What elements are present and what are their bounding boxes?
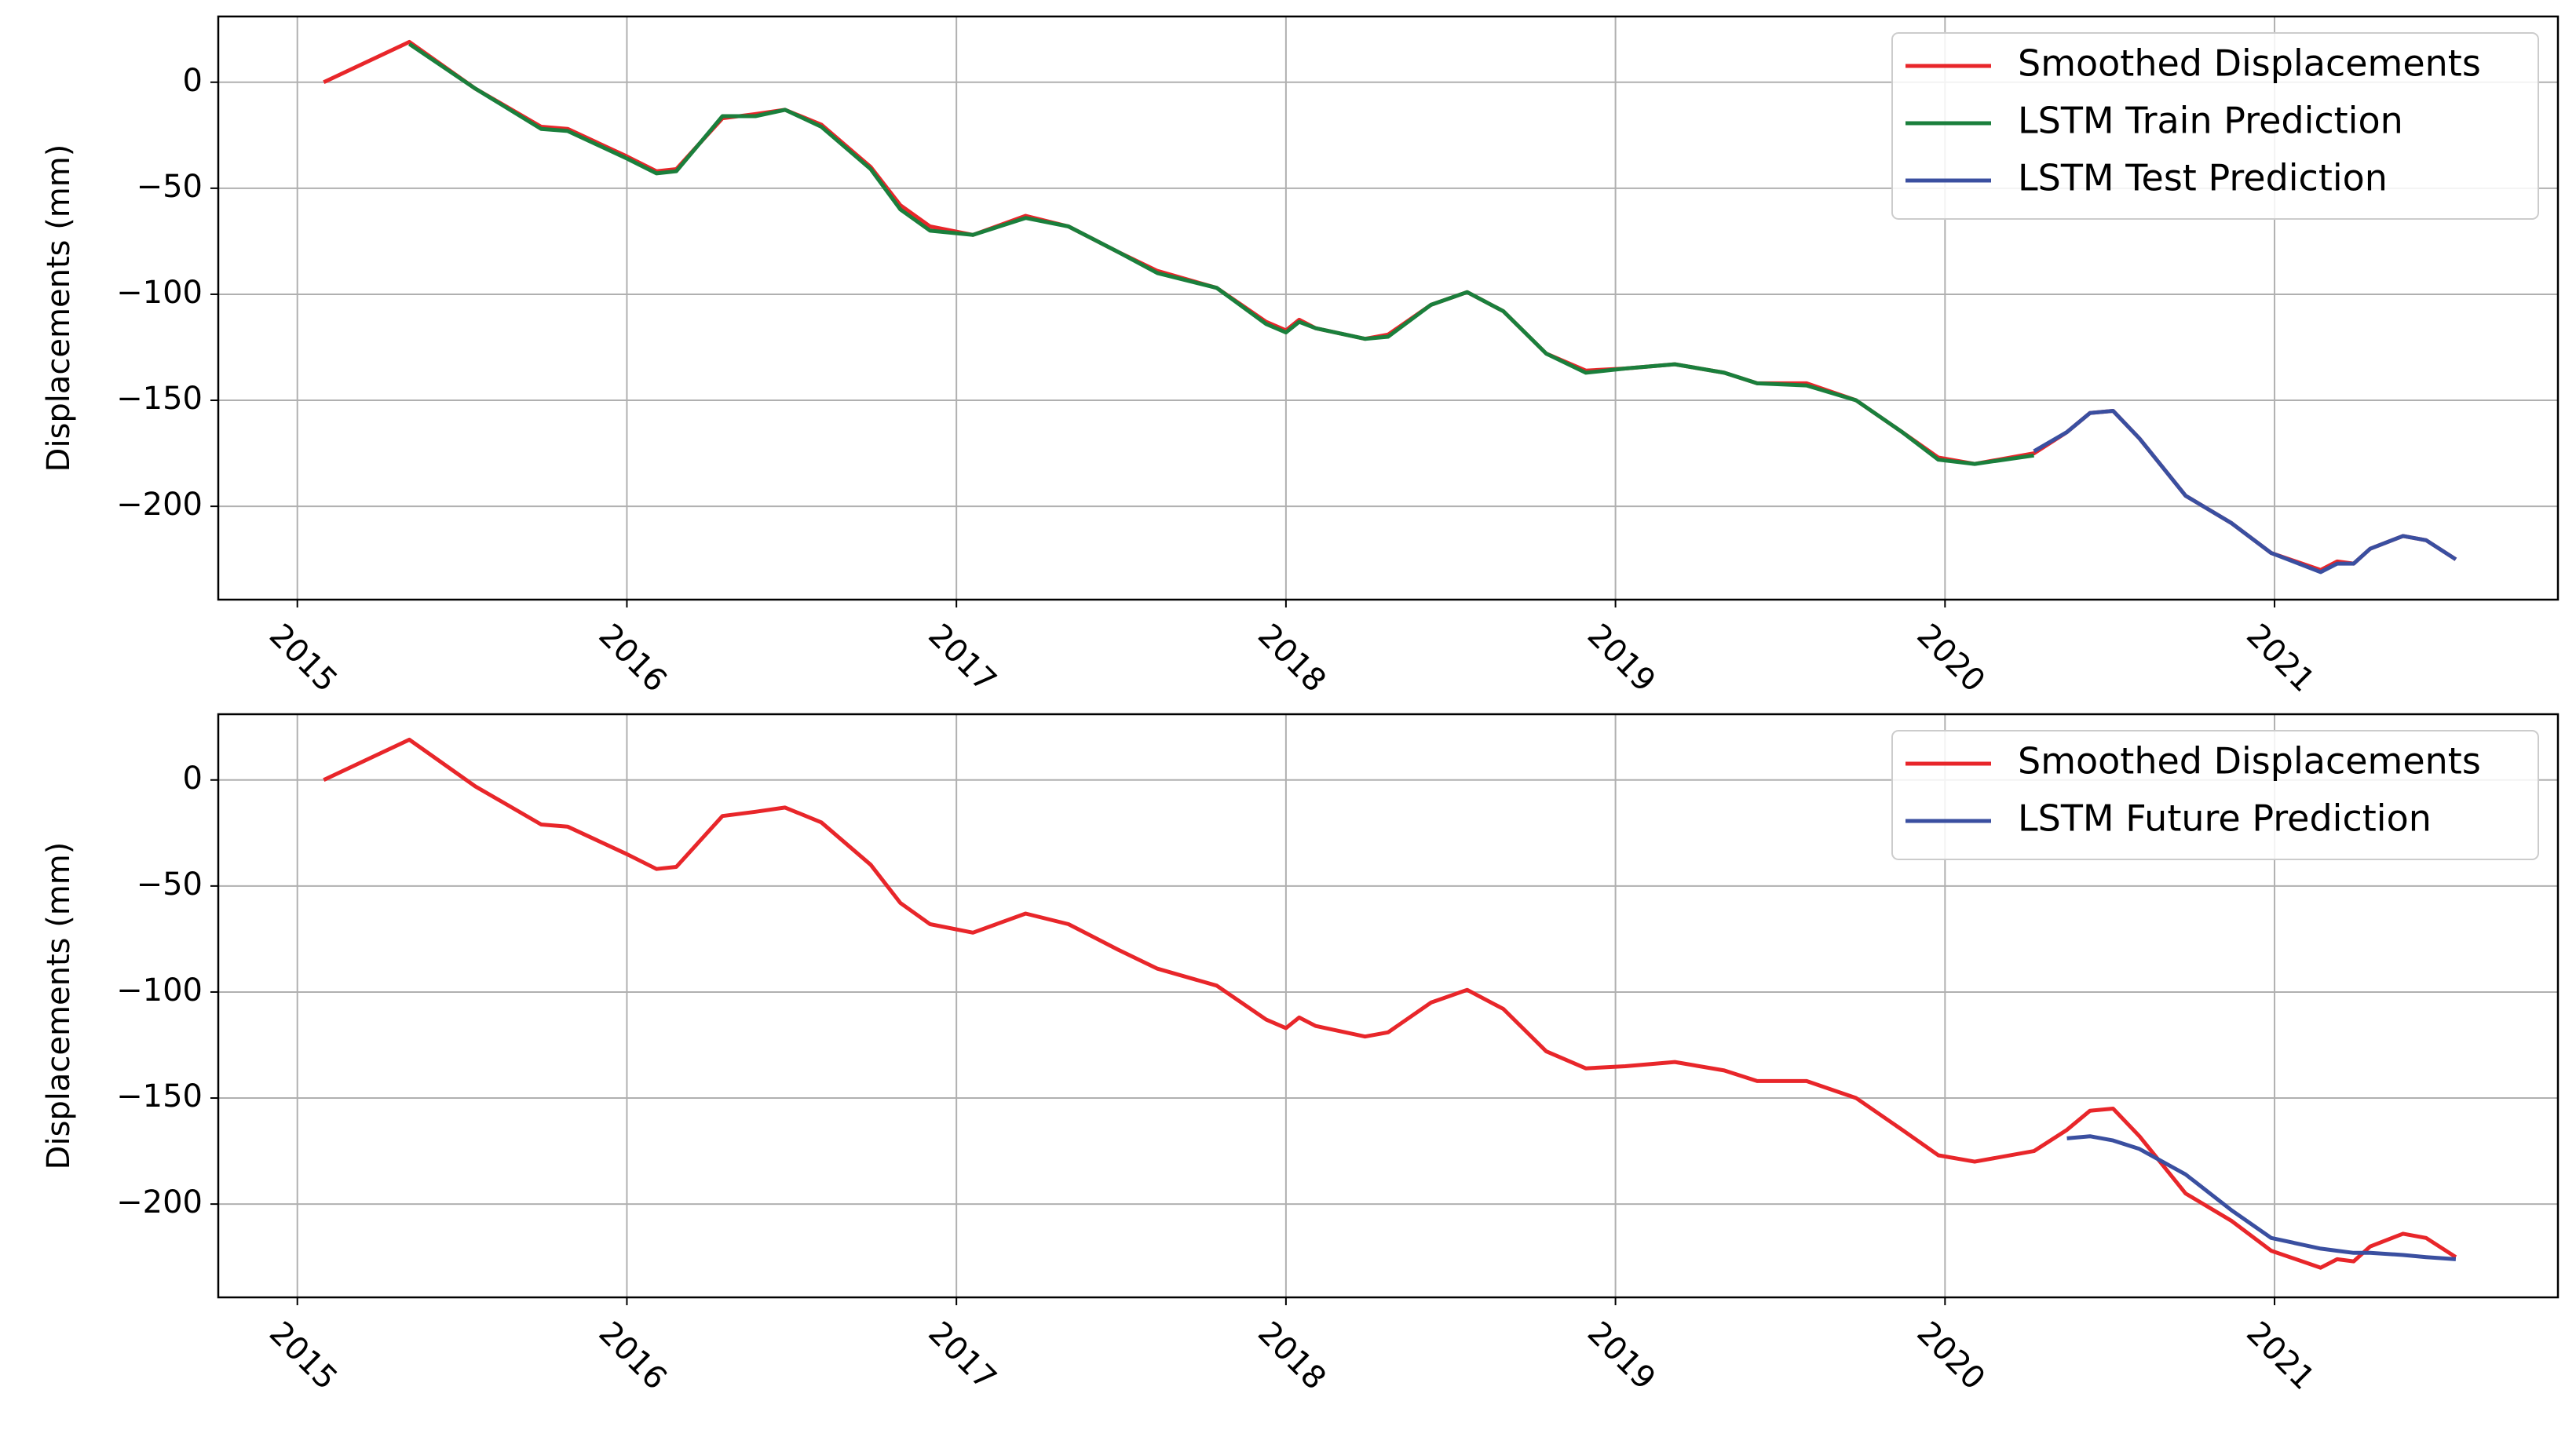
subplot: −200 −150 −100 −50 0 2015 2016 2017 2018 2019 2020… [41,15,2560,699]
legend-box [1891,730,2539,860]
x-tick-label: 2017 [921,617,1003,699]
y-axis-label: Displacements (mm) [41,144,77,472]
legend-box [1891,32,2539,220]
x-tick-label: 2018 [1251,1315,1333,1397]
legend-label: Smoothed Displacements [2018,42,2481,85]
x-tick-label: 2020 [1909,1315,1992,1397]
x-tick-label: 2016 [592,1315,674,1397]
y-tick-label: −200 [116,487,203,523]
y-tick-label: −150 [116,381,203,417]
x-tick-label: 2021 [2239,1315,2322,1397]
legend-label: Smoothed Displacements [2018,740,2481,783]
x-tick-label: 2017 [921,1315,1003,1397]
y-tick-label: −150 [116,1078,203,1114]
y-tick-label: 0 [183,63,203,99]
plot-frame [217,713,2560,1299]
plot-frame [217,15,2560,601]
legend-label: LSTM Test Prediction [2018,157,2388,199]
y-tick-label: −100 [116,972,203,1009]
series-line [323,737,2457,1270]
x-tick-label: 2016 [592,617,674,699]
x-tick-label: 2020 [1909,617,1992,699]
x-tick-label: 2018 [1251,617,1333,699]
legend-label: LSTM Train Prediction [2018,100,2403,142]
series-line [2033,409,2457,575]
y-tick-label: −50 [137,169,203,205]
legend-label: LSTM Future Prediction [2018,797,2432,840]
y-tick-label: −50 [137,866,203,903]
x-tick-label: 2015 [262,1315,345,1397]
x-tick-label: 2015 [262,617,345,699]
series-line [2066,1134,2457,1261]
y-tick-label: 0 [183,761,203,797]
x-tick-label: 2021 [2239,617,2322,699]
x-tick-label: 2019 [1580,617,1663,699]
y-axis-label: Displacements (mm) [41,842,77,1170]
y-tick-label: −100 [116,275,203,311]
series-line [407,42,2034,466]
y-tick-label: −200 [116,1184,203,1220]
x-tick-label: 2019 [1580,1315,1663,1397]
subplot: −200 −150 −100 −50 0 2015 2016 2017 2018 2019 2020… [41,713,2560,1397]
